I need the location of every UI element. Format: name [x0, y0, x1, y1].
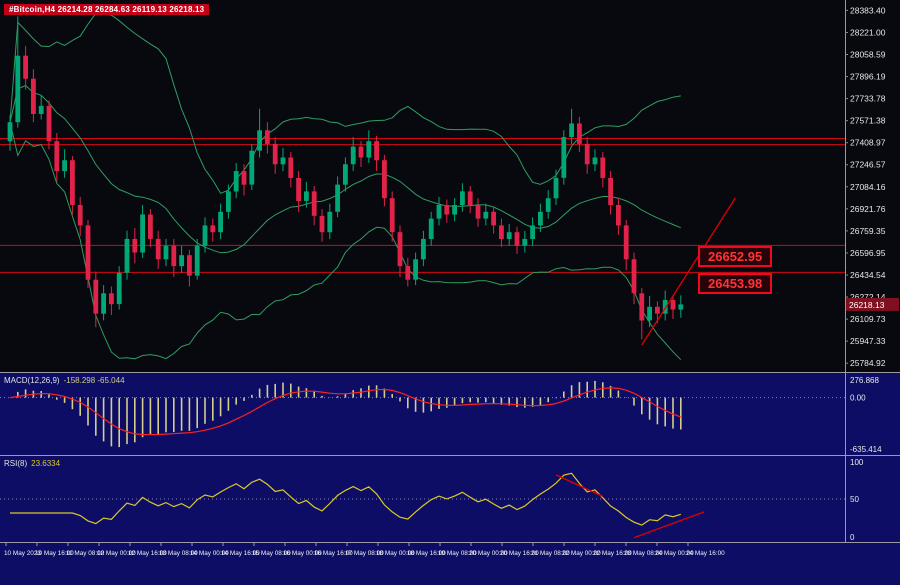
svg-text:26759.35: 26759.35 [850, 226, 886, 236]
svg-text:21 May 08:00: 21 May 08:00 [531, 550, 570, 557]
svg-text:17 May 08:00: 17 May 08:00 [345, 550, 384, 557]
svg-text:14 May 00:00: 14 May 00:00 [190, 550, 229, 557]
price-level-label[interactable]: 26652.95 [698, 246, 773, 268]
svg-text:27571.38: 27571.38 [850, 116, 886, 126]
svg-text:12 May 16:00: 12 May 16:00 [128, 550, 167, 557]
svg-text:28383.40: 28383.40 [850, 5, 886, 15]
svg-text:19 May 08:00: 19 May 08:00 [438, 550, 477, 557]
macd-indicator-label: MACD(12,26,9) -158.298 -65.044 [4, 376, 125, 385]
svg-text:50: 50 [850, 495, 859, 504]
pane-separators [0, 0, 900, 543]
svg-text:14 May 16:00: 14 May 16:00 [221, 550, 260, 557]
macd-signal-line [9, 387, 682, 436]
rsi-axis[interactable]: 100 50 0 [850, 458, 864, 542]
macd-name: MACD(12,26,9) [4, 376, 60, 385]
rsi-indicator-label: RSI(8) 23.6334 [4, 459, 60, 468]
svg-text:27733.78: 27733.78 [850, 94, 886, 104]
svg-text:10 May 2023: 10 May 2023 [4, 550, 41, 557]
svg-text:20 May 00:00: 20 May 00:00 [469, 550, 508, 557]
svg-text:27408.97: 27408.97 [850, 138, 886, 148]
svg-text:23 May 08:00: 23 May 08:00 [624, 550, 663, 557]
candlestick-series [7, 16, 684, 340]
svg-text:22 May 00:00: 22 May 00:00 [562, 550, 601, 557]
svg-text:18 May 00:00: 18 May 00:00 [376, 550, 415, 557]
svg-text:18 May 16:00: 18 May 16:00 [407, 550, 446, 557]
macd-histogram [16, 380, 682, 448]
price-level-label[interactable]: 26453.98 [698, 273, 773, 295]
svg-text:25784.92: 25784.92 [850, 358, 886, 368]
svg-text:15 May 08:00: 15 May 08:00 [252, 550, 291, 557]
svg-text:26218.13: 26218.13 [849, 300, 885, 310]
svg-text:27896.19: 27896.19 [850, 72, 886, 82]
svg-text:26434.54: 26434.54 [850, 270, 886, 280]
svg-text:24 May 00:00: 24 May 00:00 [655, 550, 694, 557]
svg-text:16 May 16:00: 16 May 16:00 [314, 550, 353, 557]
macd-axis[interactable]: 276.868 0.00 -635.414 [850, 376, 882, 454]
svg-text:28058.59: 28058.59 [850, 50, 886, 60]
svg-text:276.868: 276.868 [850, 376, 879, 385]
current-price-badge: 26218.13 [846, 297, 899, 311]
svg-text:10 May 16:00: 10 May 16:00 [35, 550, 74, 557]
svg-text:16 May 00:00: 16 May 00:00 [283, 550, 322, 557]
svg-text:27084.16: 27084.16 [850, 182, 886, 192]
svg-text:28221.00: 28221.00 [850, 27, 886, 37]
rsi-name: RSI(8) [4, 459, 28, 468]
svg-text:12 May 00:00: 12 May 00:00 [97, 550, 136, 557]
trend-lines[interactable] [555, 197, 736, 539]
svg-text:0.00: 0.00 [850, 394, 866, 403]
svg-text:13 May 08:00: 13 May 08:00 [159, 550, 198, 557]
svg-text:-635.414: -635.414 [850, 445, 882, 454]
price-axis[interactable]: 28383.40 28221.00 28058.59 27896.19 27733.78… [845, 5, 886, 368]
svg-text:22 May 16:00: 22 May 16:00 [593, 550, 632, 557]
symbol-ohlc-header: #Bitcoin,H4 26214.28 26284.63 26119.13 2… [4, 4, 210, 15]
svg-text:26272.14: 26272.14 [850, 292, 886, 302]
svg-text:26109.73: 26109.73 [850, 314, 886, 324]
svg-text:25947.33: 25947.33 [850, 336, 886, 346]
svg-text:0: 0 [850, 533, 855, 542]
svg-text:27246.57: 27246.57 [850, 160, 886, 170]
svg-text:100: 100 [850, 458, 864, 467]
svg-text:20 May 16:00: 20 May 16:00 [500, 550, 539, 557]
rsi-line [10, 472, 681, 526]
svg-text:24 May 16:00: 24 May 16:00 [686, 550, 725, 557]
macd-values: -158.298 -65.044 [63, 376, 125, 385]
svg-text:11 May 08:00: 11 May 08:00 [66, 550, 105, 557]
svg-text:26921.76: 26921.76 [850, 204, 886, 214]
svg-text:26596.95: 26596.95 [850, 248, 886, 258]
rsi-value: 23.6334 [31, 459, 61, 468]
